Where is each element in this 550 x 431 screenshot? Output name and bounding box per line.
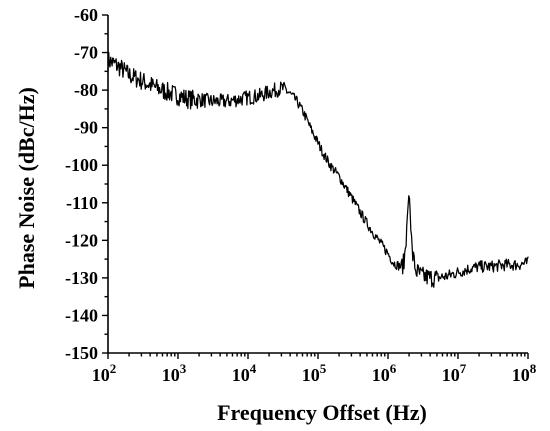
y-axis-ticks: -60 -70 -80 -90 -100 -110 -120 -130 -140 -150: [65, 5, 108, 363]
x-tick-label: 102: [92, 361, 117, 385]
y-tick-label: -120: [65, 230, 98, 250]
y-tick-label: -90: [74, 118, 98, 138]
y-tick-label: -100: [65, 155, 98, 175]
x-tick-label: 108: [512, 361, 537, 385]
x-tick-label: 104: [232, 361, 257, 385]
y-tick-label: -130: [65, 268, 98, 288]
x-tick-label: 107: [442, 361, 467, 385]
series-group: [107, 51, 529, 288]
x-axis-ticks: 102 103 104 105 106 107 108: [92, 353, 537, 385]
x-tick-label: 103: [162, 361, 187, 385]
y-tick-label: -70: [74, 43, 98, 63]
x-tick-label: 106: [372, 361, 397, 385]
phase-noise-series-line: [107, 51, 529, 288]
y-tick-label: -60: [74, 5, 98, 25]
x-axis-title: Frequency Offset (Hz): [217, 400, 427, 425]
y-tick-label: -140: [65, 305, 98, 325]
y-axis-title: Phase Noise (dBc/Hz): [14, 87, 39, 289]
y-tick-label: -150: [65, 343, 98, 363]
axes: [107, 15, 528, 354]
x-tick-label: 105: [302, 361, 327, 385]
y-tick-label: -80: [74, 80, 98, 100]
y-tick-label: -110: [66, 193, 98, 213]
